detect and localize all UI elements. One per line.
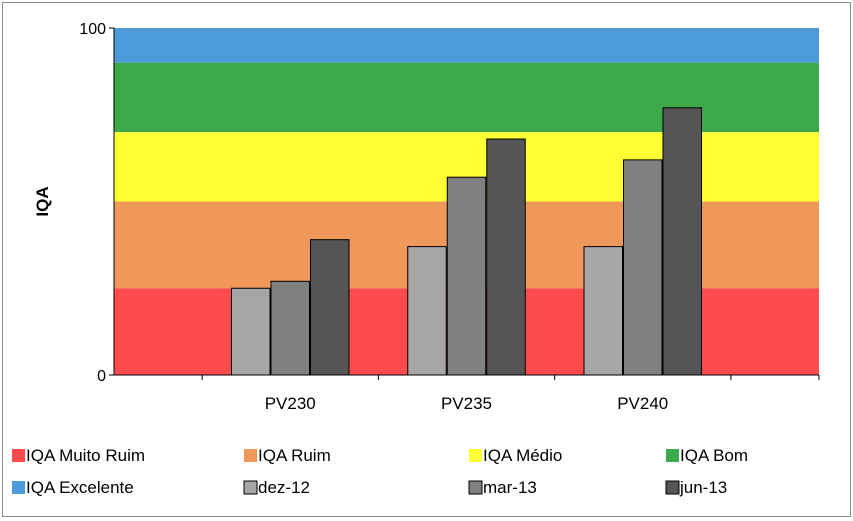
y-tick-label: 0 [97, 368, 106, 385]
bar-pv240-jun-13 [662, 107, 702, 376]
bar-pv230-mar-13 [270, 280, 310, 376]
x-tick-label-pv235: PV235 [441, 394, 492, 413]
band-iqa-excelente [114, 28, 819, 63]
legend-swatch-iqa-excelente [12, 481, 25, 494]
bar-pv230-dez-12 [231, 287, 271, 376]
legend-label-iqa-muito-ruim: IQA Muito Ruim [26, 446, 145, 465]
legend-label-mar-13: mar-13 [483, 478, 537, 497]
legend-swatch-iqa-muito-ruim [12, 449, 25, 462]
legend-label-jun-13: jun-13 [679, 478, 727, 497]
legend-label-dez-12: dez-12 [258, 478, 310, 497]
y-ticks: 0 100 [79, 21, 114, 385]
bar-pv235-dez-12 [407, 246, 447, 376]
bar-pv235-mar-13 [446, 176, 487, 376]
bar-pv230-jun-13 [310, 239, 350, 376]
y-axis-label: IQA [33, 186, 52, 216]
bar-pv240-mar-13 [623, 159, 663, 376]
bars-group [231, 107, 702, 376]
legend-swatch-jun-13 [665, 480, 680, 495]
bar-pv240-dez-12 [583, 246, 623, 376]
x-tick-label-pv240: PV240 [617, 394, 668, 413]
legend-swatch-iqa-bom [666, 449, 679, 462]
legend-label-iqa-medio: IQA Médio [483, 446, 562, 465]
legend: IQA Muito Ruim IQA Ruim IQA Médio IQA Bom IQ… [12, 446, 748, 497]
x-tick-label-pv230: PV230 [265, 394, 316, 413]
bar-pv235-jun-13 [486, 138, 526, 376]
band-iqa-bom [114, 62, 819, 133]
legend-label-iqa-excelente: IQA Excelente [26, 478, 134, 497]
x-ticks: PV230 PV235 PV240 [201, 375, 820, 413]
legend-label-iqa-bom: IQA Bom [680, 446, 748, 465]
legend-label-iqa-ruim: IQA Ruim [258, 446, 331, 465]
y-tick-label: 100 [79, 21, 106, 38]
legend-swatch-iqa-ruim [244, 449, 257, 462]
legend-swatch-mar-13 [468, 480, 483, 495]
legend-swatch-dez-12 [243, 480, 258, 495]
legend-swatch-iqa-medio [469, 449, 482, 462]
